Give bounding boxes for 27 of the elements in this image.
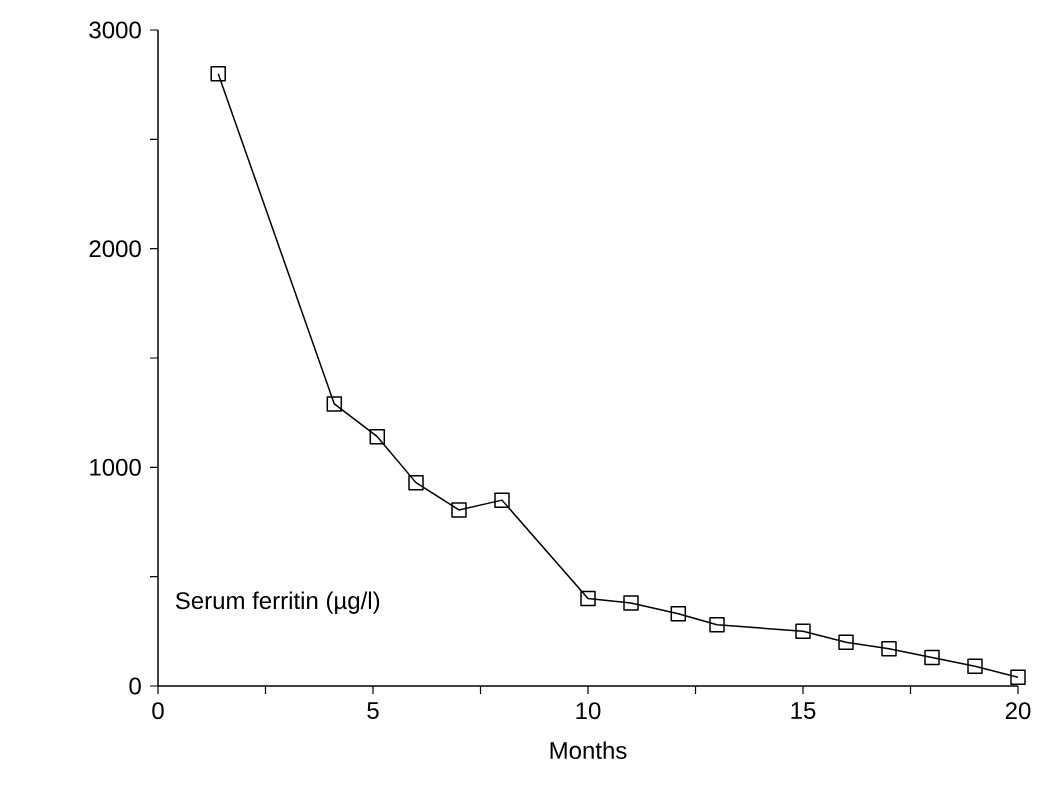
y-tick-label: 1000 (90, 458, 141, 476)
point (210, 65, 226, 82)
point (795, 623, 811, 640)
point (1010, 669, 1026, 685)
y-axis-title: Serum ferritin (µg/l) (175, 591, 380, 614)
point (408, 474, 424, 491)
point (709, 617, 725, 633)
y-tick-label: 2000 (89, 240, 141, 258)
point (451, 502, 467, 518)
x-axis-title: Months (550, 741, 627, 760)
point (967, 658, 983, 675)
x-tick-label: 15 (791, 702, 816, 719)
x-tick-label: 10 (576, 702, 601, 720)
x-tick-label: 5 (367, 702, 379, 719)
point (580, 590, 596, 607)
y-tick-label: 3000 (89, 21, 141, 39)
y-tick-label: 0 (129, 677, 141, 695)
x-tick-label: 20 (1005, 702, 1031, 720)
point (838, 634, 854, 651)
point (326, 396, 343, 412)
point (623, 595, 639, 611)
point (881, 641, 897, 657)
point (369, 428, 386, 445)
x-tick-label: 0 (152, 702, 164, 720)
point (670, 606, 687, 622)
point (924, 649, 940, 666)
point (494, 492, 510, 508)
